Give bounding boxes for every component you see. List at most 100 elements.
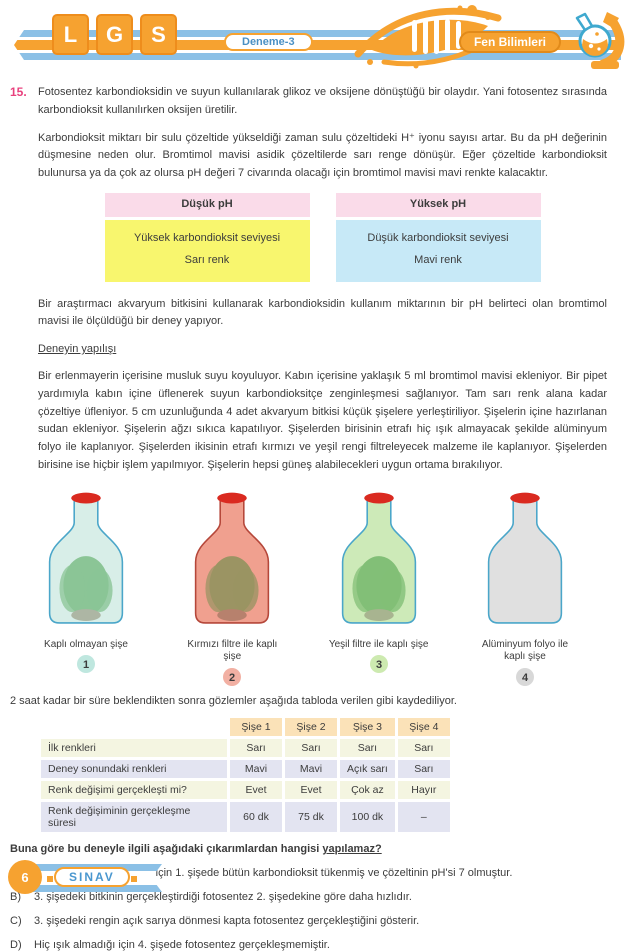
table-cell: Sarı — [230, 738, 282, 757]
table-row: Renk değişiminin gerçekleşme süresi 60 d… — [41, 801, 450, 832]
low-ph-line-2: Sarı renk — [184, 253, 230, 266]
question-paragraph-4: Bir erlenmayerin içerisine musluk suyu k… — [38, 369, 607, 471]
subject-badge: Fen Bilimleri — [458, 31, 561, 53]
bottle-4-image — [487, 492, 563, 624]
table-cell: Sarı — [285, 738, 337, 757]
publisher-brand: Sınav — [47, 867, 137, 887]
lgs-logo: L G S — [52, 14, 177, 55]
lgs-letter-box: S — [140, 14, 177, 55]
table-corner-cell — [41, 718, 227, 736]
table-cell: Evet — [285, 780, 337, 799]
experiment-section-heading: Deneyin yapılışı — [38, 343, 117, 356]
question-number: 15. — [10, 85, 27, 99]
svg-text:4: 4 — [522, 672, 529, 684]
option-text: Hiç ışık almadığı için 4. şişede fotosen… — [34, 938, 330, 951]
table-cell: 100 dk — [340, 801, 395, 832]
bottle-1-column: Kaplı olmayan şişe 1 — [18, 487, 154, 687]
bottle-2-column: Kırmızı filtre ile kaplı şişe 2 — [164, 487, 300, 687]
low-ph-body: Yüksek karbondioksit seviyesi Sarı renk — [104, 219, 310, 282]
plant-illustration — [352, 555, 406, 621]
table-cell: Çok az — [340, 780, 395, 799]
column-header: Şişe 4 — [397, 717, 450, 736]
high-ph-box: Yüksek pH Düşük karbondioksit seviyesi M… — [335, 193, 541, 282]
observation-intro: 2 saat kadar bir süre beklendikten sonra… — [10, 694, 457, 707]
row-label: İlk renkleri — [41, 738, 227, 757]
table-cell: Evet — [230, 780, 282, 799]
svg-text:3: 3 — [376, 659, 382, 671]
svg-text:2: 2 — [229, 672, 235, 684]
option-letter: D) — [10, 938, 22, 951]
bottle-2-number-badge: 2 — [223, 667, 242, 686]
option-c: C) 3. şişedeki rengin açık sarıya dönmes… — [10, 915, 607, 927]
bottle-1-number-badge: 1 — [77, 655, 95, 674]
bottle-3-label: Yeşil filtre ile kaplı şişe — [328, 638, 429, 650]
plant-illustration — [205, 555, 259, 621]
bottle-4-label: Alüminyum folyo ile kaplı şişe — [481, 638, 569, 663]
high-ph-header: Yüksek pH — [335, 193, 541, 217]
option-text: 3. şişedeki rengin açık sarıya dönmesi k… — [34, 914, 420, 927]
table-row: Renk değişimi gerçekleşti mi? Evet Evet … — [41, 780, 450, 799]
page-header: L G S Deneme-3 Fen Bilimleri — [0, 4, 627, 70]
row-label: Deney sonundaki renkleri — [41, 759, 227, 778]
table-cell: Sarı — [397, 759, 450, 778]
low-ph-box: Düşük pH Yüksek karbondioksit seviyesi S… — [104, 193, 310, 282]
table-cell: Mavi — [285, 759, 337, 778]
option-d: D) Hiç ışık almadığı için 4. şişede foto… — [10, 939, 607, 951]
ph-comparison-boxes: Düşük pH Yüksek karbondioksit seviyesi S… — [38, 193, 607, 282]
dna-icon — [354, 5, 502, 69]
column-header: Şişe 2 — [285, 717, 337, 736]
bottle-4-number-badge: 4 — [515, 667, 534, 686]
bottle-3-image — [341, 492, 416, 624]
table-cell: 60 dk — [230, 801, 282, 832]
stem-text: Buna göre bu deneyle ilgili aşağıdaki çı… — [10, 842, 323, 855]
table-cell: Açık sarı — [340, 759, 395, 778]
bottle-3-column: Yeşil filtre ile kaplı şişe 3 — [311, 487, 447, 687]
question-paragraph-1: Fotosentez karbondioksidin ve suyun kull… — [38, 86, 607, 116]
bottle-cap — [71, 492, 101, 504]
row-label: Renk değişimi gerçekleşti mi? — [41, 780, 227, 799]
high-ph-body: Düşük karbondioksit seviyesi Mavi renk — [335, 219, 541, 282]
deneme-badge: Deneme-3 — [224, 33, 313, 51]
table-row: İlk renkleri Sarı Sarı Sarı Sarı — [41, 738, 450, 757]
table-cell: Sarı — [340, 738, 395, 757]
table-row: Deney sonundaki renkleri Mavi Mavi Açık … — [41, 759, 450, 778]
low-ph-header: Düşük pH — [104, 193, 310, 217]
bottles-illustration: Kaplı olmayan şişe 1 Kırmızı filtre ile — [10, 485, 607, 687]
high-ph-line-2: Mavi renk — [414, 253, 462, 266]
table-header-row: Şişe 1 Şişe 2 Şişe 3 Şişe 4 — [41, 717, 450, 736]
flask-logo-icon — [575, 12, 625, 69]
column-header: Şişe 3 — [340, 717, 395, 736]
plant-illustration — [59, 555, 113, 621]
bottle-2-label: Kırmızı filtre ile kaplı şişe — [187, 638, 278, 663]
question-paragraph-2: Karbondioksit miktarı bir sulu çözeltide… — [38, 131, 607, 180]
bottle-4-column: Alüminyum folyo ile kaplı şişe 4 — [457, 487, 593, 687]
column-header: Şişe 1 — [230, 717, 282, 736]
table-cell: Sarı — [397, 738, 450, 757]
table-cell: Mavi — [230, 759, 282, 778]
svg-text:1: 1 — [83, 659, 89, 671]
bottle-3-number-badge: 3 — [369, 655, 388, 674]
table-cell: – — [397, 801, 450, 832]
observation-table: Şişe 1 Şişe 2 Şişe 3 Şişe 4 İlk renkleri… — [38, 715, 453, 835]
bottle-1-image — [48, 492, 124, 624]
lgs-letter-box: G — [96, 14, 133, 55]
page-number: 6 — [8, 860, 42, 894]
stem-underlined-word: yapılamaz? — [322, 842, 382, 855]
bottle-cap — [510, 492, 540, 504]
table-cell: 75 dk — [285, 801, 337, 832]
question-content: 15. Fotosentez karbondioksidin ve suyun … — [0, 70, 627, 951]
row-label: Renk değişiminin gerçekleşme süresi — [41, 801, 227, 832]
question-paragraph-3: Bir araştırmacı akvaryum bitkisini kulla… — [38, 297, 607, 328]
bottle-1-label: Kaplı olmayan şişe — [44, 638, 128, 650]
bottle-cap — [217, 492, 248, 504]
option-letter: B) — [10, 890, 21, 903]
low-ph-line-1: Yüksek karbondioksit seviyesi — [133, 231, 281, 244]
bottle-cap — [363, 492, 394, 504]
option-letter: C) — [10, 914, 22, 927]
exam-page: { "colors": { "accent_orange": "#f6a230"… — [0, 4, 627, 951]
page-footer: 6 Sınav — [6, 860, 206, 896]
question-stem: Buna göre bu deneyle ilgili aşağıdaki çı… — [10, 843, 607, 855]
lgs-letter-box: L — [52, 14, 89, 55]
bottle-2-image — [195, 492, 270, 624]
high-ph-line-1: Düşük karbondioksit seviyesi — [367, 231, 509, 244]
